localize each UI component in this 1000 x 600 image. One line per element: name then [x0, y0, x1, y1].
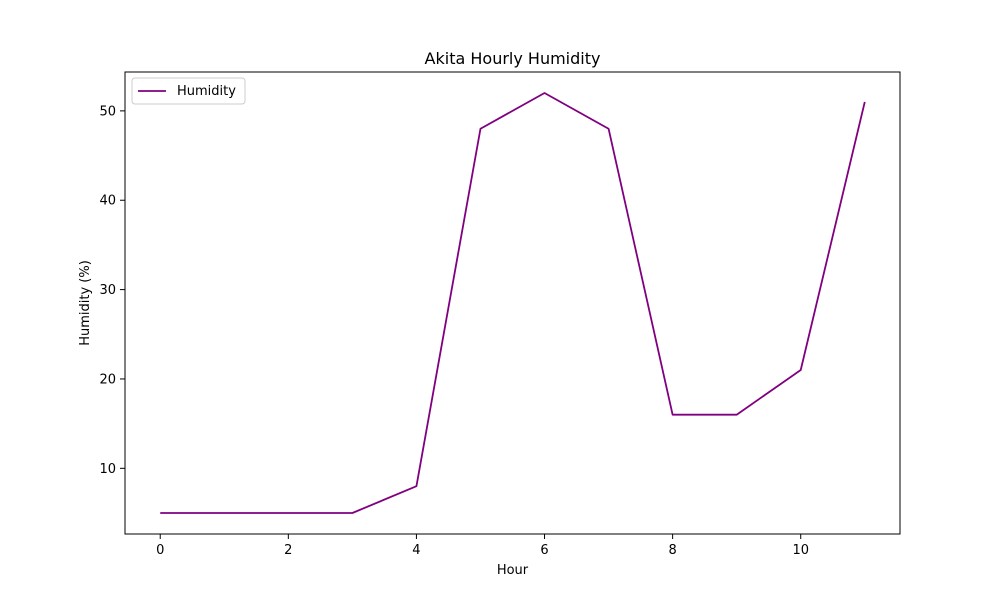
x-tick-label: 0 — [156, 543, 164, 558]
x-tick-label: 6 — [540, 543, 548, 558]
legend-box — [131, 77, 246, 105]
x-tick-label: 10 — [792, 543, 809, 558]
plot-area-frame — [124, 71, 901, 535]
x-tick-label: 8 — [668, 543, 676, 558]
legend: Humidity — [131, 77, 246, 105]
x-tick-label: 2 — [284, 543, 292, 558]
y-tick-label: 20 — [99, 372, 116, 387]
x-axis: 0 2 4 6 8 10 — [156, 534, 809, 558]
y-axis-label: Humidity (%) — [78, 260, 93, 346]
y-tick-label: 10 — [99, 462, 116, 477]
legend-label-humidity: Humidity — [177, 84, 236, 99]
y-axis: 10 20 30 40 50 — [99, 104, 125, 477]
y-tick-label: 50 — [99, 104, 116, 119]
chart-title: Akita Hourly Humidity — [425, 49, 601, 68]
humidity-series-line — [160, 92, 866, 514]
x-tick-label: 4 — [412, 543, 420, 558]
y-tick-label: 30 — [99, 283, 116, 298]
y-tick-label: 40 — [99, 194, 116, 209]
x-axis-label: Hour — [497, 563, 529, 578]
